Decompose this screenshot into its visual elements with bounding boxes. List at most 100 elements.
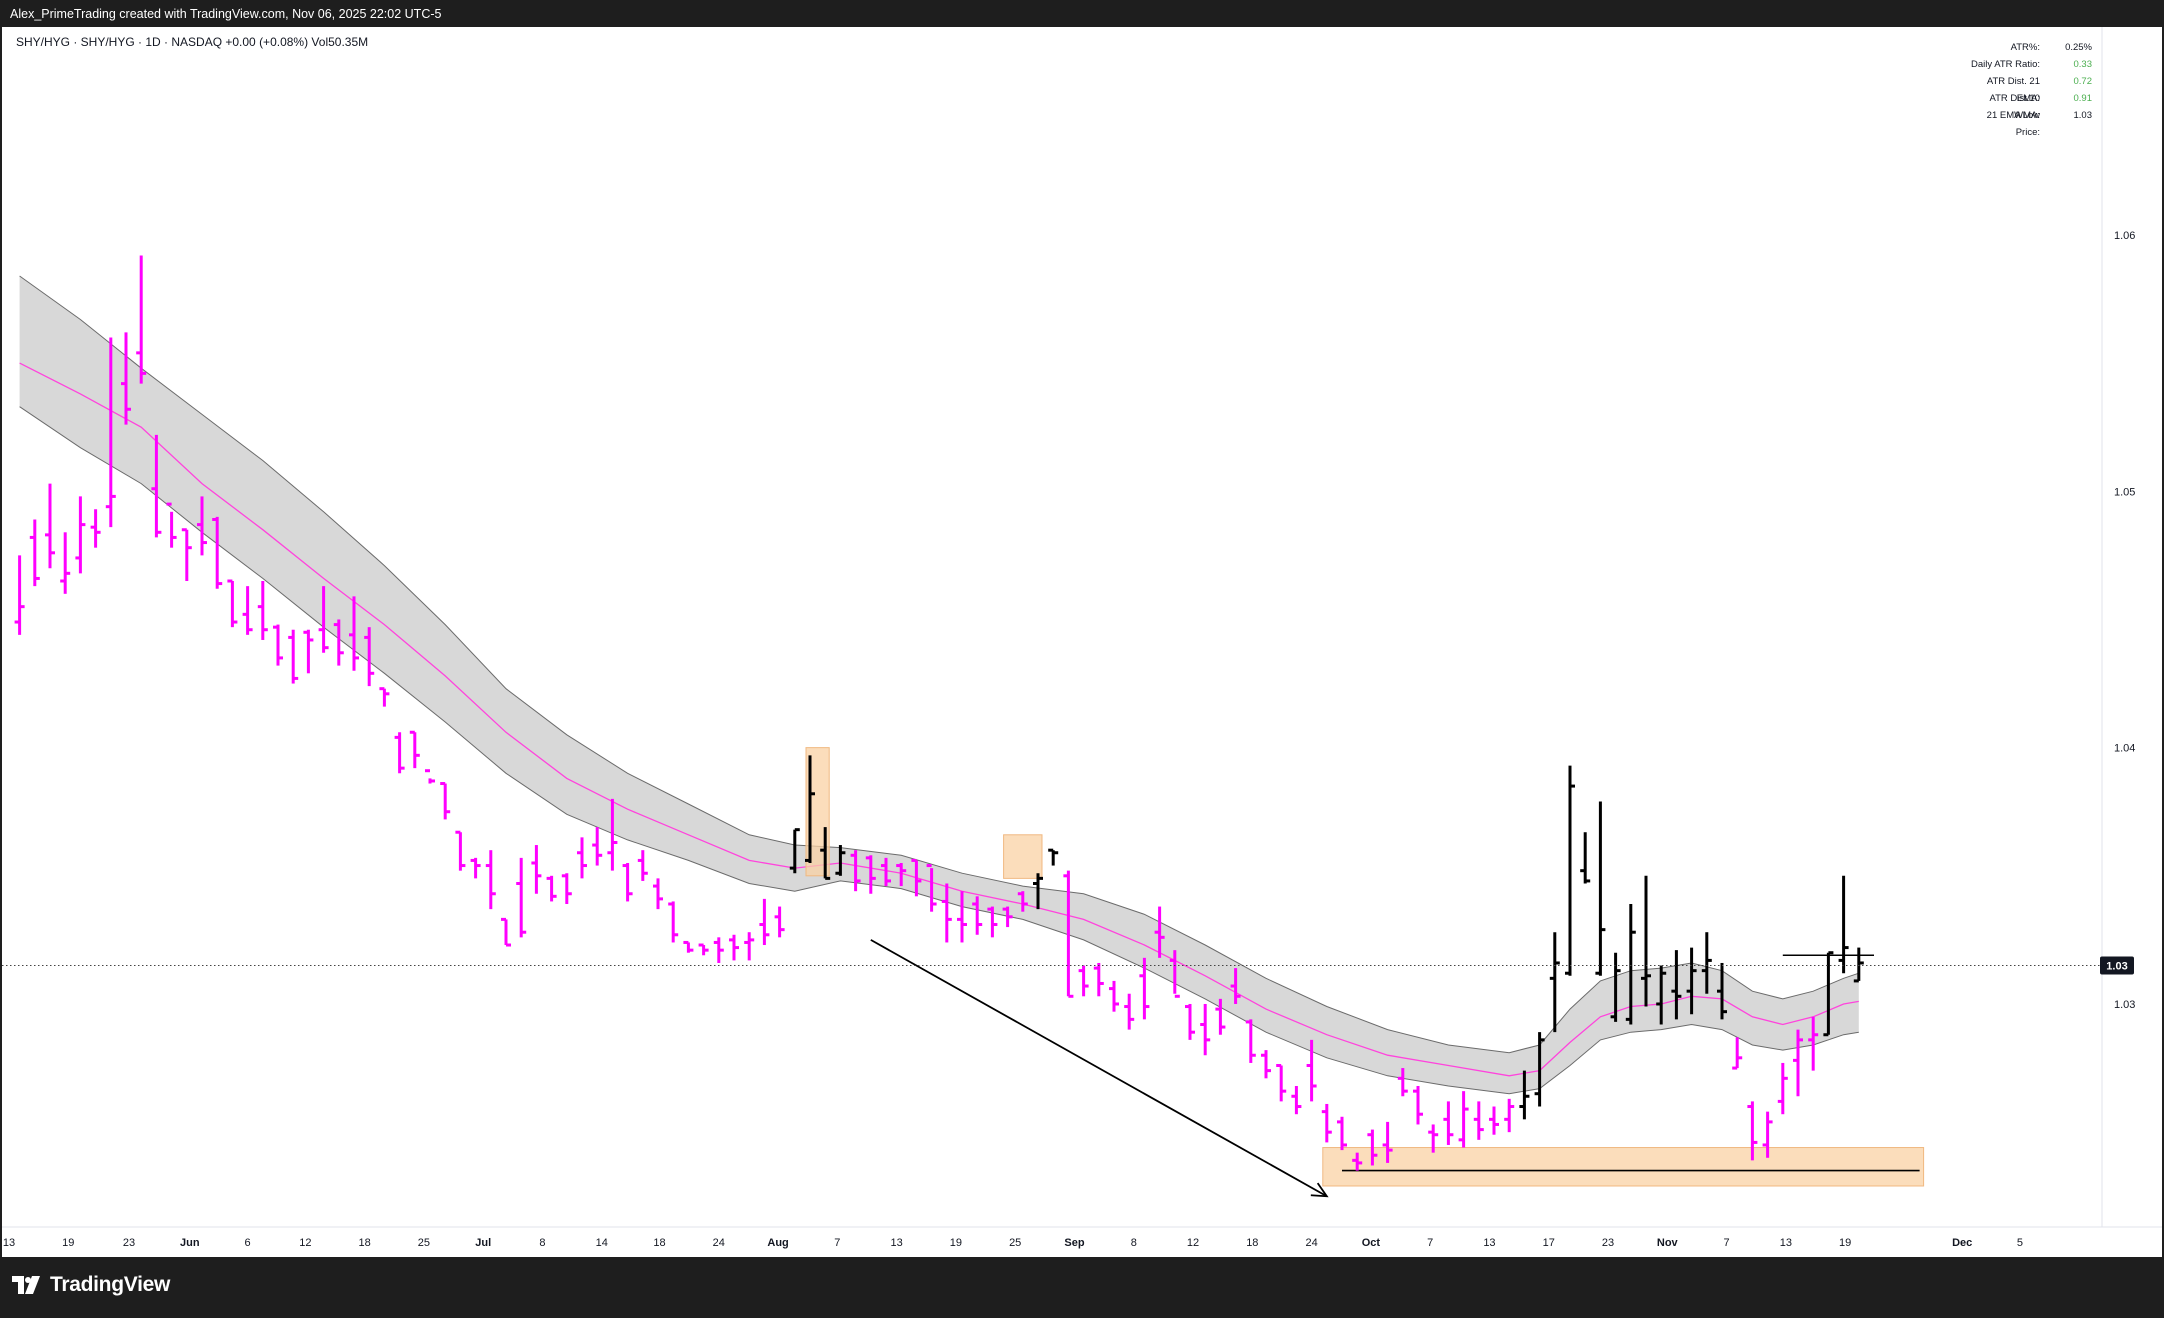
ohlc-bar xyxy=(516,857,527,938)
info-label: Daily ATR Ratio: xyxy=(1971,59,2040,70)
ohlc-bar xyxy=(1853,947,1864,983)
ohlc-bar xyxy=(1534,1032,1545,1107)
ohlc-bar xyxy=(1382,1121,1393,1163)
x-tick-label: 13 xyxy=(1483,1237,1495,1249)
x-tick-label: 25 xyxy=(418,1237,430,1249)
ohlc-bar xyxy=(911,858,922,897)
ohlc-bar xyxy=(1169,950,1180,998)
x-tick-label: Sep xyxy=(1064,1237,1084,1249)
x-tick-label: 5 xyxy=(2017,1237,2023,1249)
ohlc-bar xyxy=(683,940,694,953)
x-tick-label: 14 xyxy=(596,1237,608,1249)
ohlc-bar xyxy=(1747,1101,1758,1161)
ohlc-bar xyxy=(333,619,344,666)
ohlc-bar xyxy=(1519,1070,1530,1120)
last-price-label: 1.03 xyxy=(2106,961,2127,973)
ohlc-bar xyxy=(546,875,557,902)
x-tick-label: 13 xyxy=(3,1237,15,1249)
info-label: ATR%: xyxy=(2010,42,2040,53)
ohlc-bar xyxy=(1838,875,1849,974)
ohlc-bar xyxy=(1595,801,1606,976)
ohlc-bar xyxy=(972,896,983,935)
ohlc-bar xyxy=(1823,951,1834,1037)
ohlc-bar xyxy=(45,483,55,569)
info-value: 0.25% xyxy=(2065,42,2092,53)
ohlc-bar xyxy=(1093,962,1104,997)
ohlc-bar xyxy=(1124,993,1135,1030)
x-tick-label: Jul xyxy=(475,1237,491,1249)
ohlc-bar xyxy=(759,898,770,946)
ohlc-bar xyxy=(394,732,405,774)
ohlc-bar xyxy=(850,850,861,892)
ohlc-bar xyxy=(1473,1101,1484,1140)
ohlc-bar xyxy=(896,862,907,887)
ohlc-bar xyxy=(1489,1106,1499,1135)
ohlc-bar xyxy=(1610,952,1621,1022)
symbol-legend[interactable]: SHY/HYG · SHY/HYG · 1D · NASDAQ +0.00 (+… xyxy=(16,35,369,49)
ohlc-bar xyxy=(1565,765,1575,976)
ohlc-bar xyxy=(1367,1129,1378,1166)
ohlc-bar xyxy=(1428,1124,1439,1153)
x-tick-label: 19 xyxy=(1839,1237,1851,1249)
x-tick-label: 13 xyxy=(1780,1237,1792,1249)
ohlc-bar xyxy=(212,516,223,589)
ohlc-bar xyxy=(774,906,785,938)
ohlc-bar xyxy=(1504,1098,1515,1133)
y-tick-label: 1.03 xyxy=(2114,999,2135,1011)
x-tick-label: 25 xyxy=(1009,1237,1021,1249)
x-tick-label: 23 xyxy=(1602,1237,1614,1249)
x-tick-label: 19 xyxy=(950,1237,962,1249)
highlight-zone xyxy=(1322,1147,1925,1187)
chart-area[interactable]: 1.03 1.06 1.05 1.04 1.03 13 19 23 Jun 6 12 18 25 Jul 8… xyxy=(2,27,2162,1257)
price-chart[interactable]: 1.03 1.06 1.05 1.04 1.03 13 19 23 Jun 6 12 18 25 Jul 8… xyxy=(2,27,2162,1257)
ohlc-bar xyxy=(349,596,359,671)
ohlc-bar xyxy=(1245,1019,1256,1063)
ohlc-bar xyxy=(1230,968,1241,1004)
ohlc-bar xyxy=(1777,1062,1788,1115)
ohlc-bar xyxy=(531,845,542,894)
x-tick-label: 12 xyxy=(1187,1237,1199,1249)
ohlc-bar xyxy=(227,579,238,628)
ohlc-bar xyxy=(1686,947,1697,1015)
ohlc-bar xyxy=(242,586,253,635)
ohlc-bar xyxy=(273,624,283,666)
ohlc-bar xyxy=(1215,998,1226,1035)
info-value: 1.03 xyxy=(2073,110,2093,121)
ohlc-bar xyxy=(425,769,435,784)
ohlc-bar xyxy=(121,332,131,425)
ohlc-bar xyxy=(622,862,633,902)
tradingview-icon xyxy=(12,1276,40,1294)
ohlc-bar xyxy=(1656,965,1667,1025)
ohlc-bar xyxy=(1701,932,1712,994)
x-tick-label: 7 xyxy=(834,1237,840,1249)
ohlc-bar xyxy=(440,782,451,820)
ohlc-bar xyxy=(957,891,967,943)
tradingview-logo[interactable]: TradingView xyxy=(12,1273,170,1297)
info-value: 0.72 xyxy=(2073,76,2093,87)
ohlc-bar xyxy=(1291,1086,1302,1115)
x-tick-label: Jun xyxy=(180,1237,200,1249)
info-label: ATR Dist. 21 EMA: xyxy=(1986,76,2040,104)
ohlc-bar xyxy=(105,337,116,528)
x-tick-label: 23 xyxy=(123,1237,135,1249)
ohlc-bar xyxy=(1337,1116,1347,1151)
x-tick-label: 24 xyxy=(713,1237,725,1249)
footer-bar: TradingView xyxy=(0,1257,2164,1318)
ohlc-bar xyxy=(1671,950,1682,1020)
ohlc-bar xyxy=(1443,1101,1454,1145)
ohlc-bar xyxy=(561,873,572,905)
x-tick-label: Oct xyxy=(1362,1237,1381,1249)
ohlc-bar xyxy=(1033,873,1043,910)
ohlc-bar xyxy=(501,917,511,947)
ohlc-bar xyxy=(1580,832,1591,884)
band-lower-line xyxy=(19,406,1859,1095)
ohlc-bar xyxy=(805,755,815,863)
ohlc-bar xyxy=(713,937,724,963)
x-tick-label: 13 xyxy=(891,1237,903,1249)
ohlc-bar xyxy=(1808,1016,1819,1071)
ohlc-bar xyxy=(1549,932,1560,1033)
x-tick-label: 18 xyxy=(1246,1237,1258,1249)
info-row: 21 EMA Low Price: 1.03 xyxy=(1962,107,2093,138)
ohlc-bar xyxy=(926,864,937,912)
x-tick-label: 19 xyxy=(62,1237,74,1249)
